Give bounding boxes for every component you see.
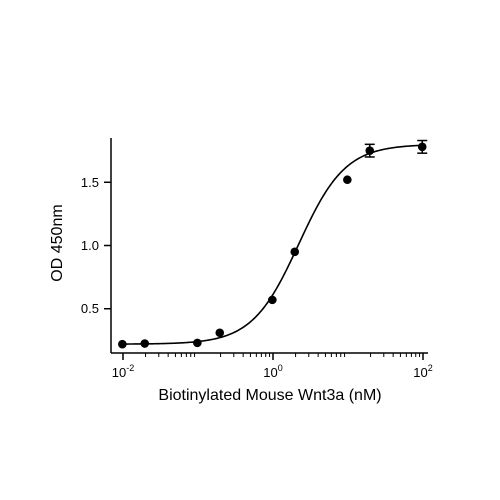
data-point <box>268 295 277 305</box>
data-point <box>193 338 202 348</box>
x-tick-base: 10 <box>263 365 277 380</box>
x-tick-exponent: -2 <box>126 363 134 373</box>
x-tick-base: 10 <box>112 365 126 380</box>
x-tick-label: 100 <box>263 363 282 380</box>
y-tick-label: 1.5 <box>81 175 99 190</box>
x-tick-base: 10 <box>413 365 427 380</box>
y-ticks: 0.5 1.0 1.5 <box>81 175 111 316</box>
data-point <box>118 339 127 349</box>
x-axis-title: Biotinylated Mouse Wnt3a (nM) <box>158 387 381 404</box>
x-tick-label: 102 <box>413 363 432 380</box>
x-tick-exponent: 2 <box>428 363 433 373</box>
data-point <box>343 175 352 185</box>
y-tick-label: 0.5 <box>81 301 99 316</box>
fit-curve <box>123 144 424 345</box>
data-point <box>290 247 300 257</box>
x-tick-exponent: 0 <box>278 363 283 373</box>
y-axis-title: OD 450nm <box>49 204 66 281</box>
data-point <box>365 146 375 155</box>
x-tick-label: 10-2 <box>112 363 134 380</box>
data-point <box>215 328 225 338</box>
error-bars <box>364 139 428 158</box>
axes <box>110 138 428 354</box>
data-points <box>118 142 427 349</box>
data-point <box>417 142 427 152</box>
data-point <box>140 339 150 348</box>
x-ticks: 10-2 100 102 <box>112 353 433 380</box>
y-tick-label: 1.0 <box>81 238 99 253</box>
